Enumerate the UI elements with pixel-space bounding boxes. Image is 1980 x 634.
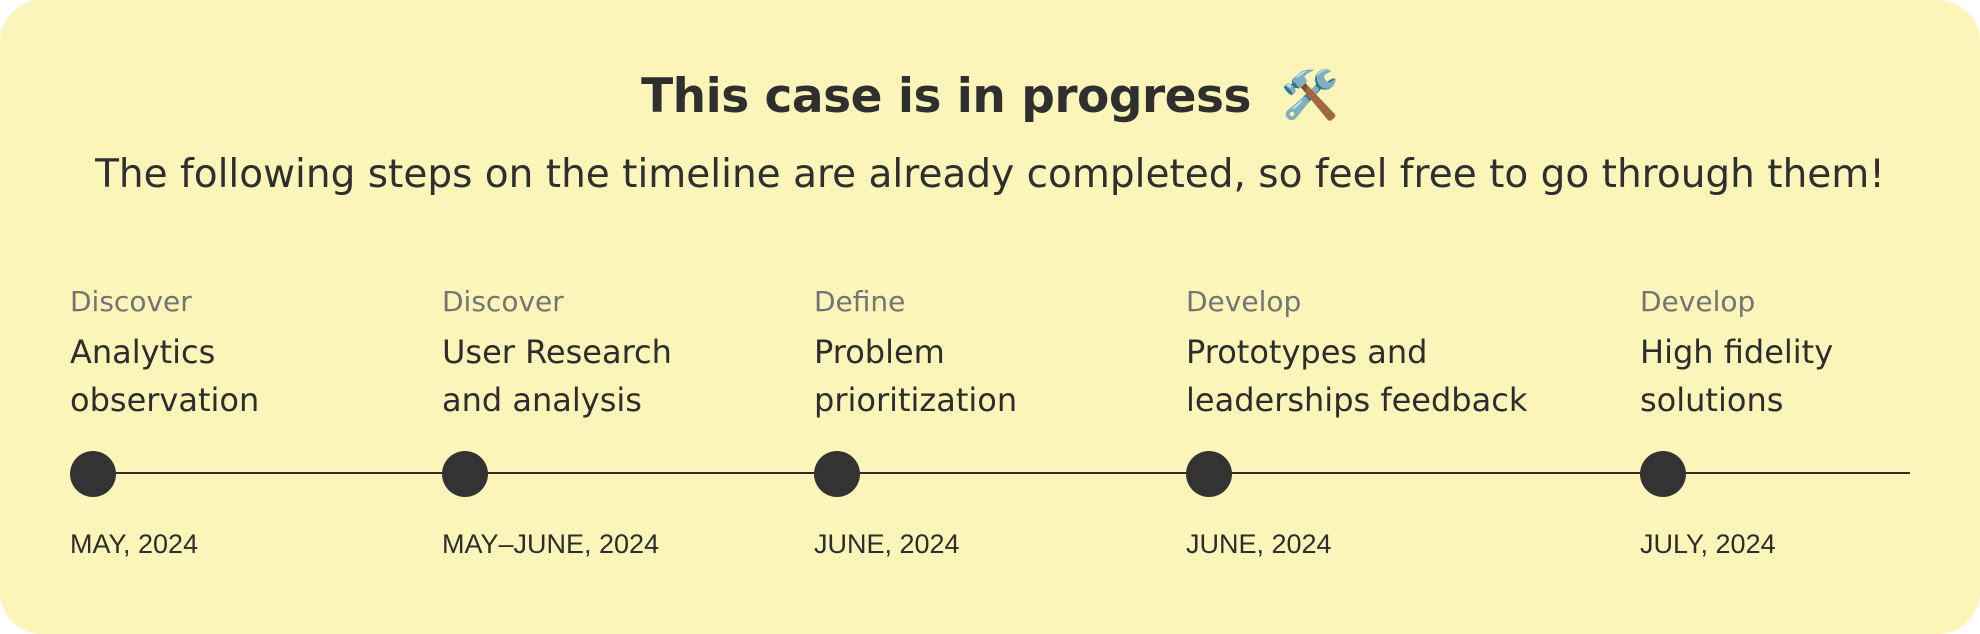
step-phase: Define xyxy=(814,285,906,318)
step-title-line: solutions xyxy=(1640,381,1784,419)
step-title: High fidelity solutions xyxy=(1640,328,1833,424)
step-date: JULY, 2024 xyxy=(1640,529,1776,559)
step-title: Prototypes and leaderships feedback xyxy=(1186,328,1527,424)
step-phase: Develop xyxy=(1186,285,1302,318)
timeline-step-analytics: Discover Analytics observation xyxy=(70,282,259,424)
step-phase: Develop xyxy=(1640,285,1756,318)
step-title-line: and analysis xyxy=(442,381,642,419)
timeline-line xyxy=(92,472,1910,474)
tools-icon: 🛠️ xyxy=(1280,68,1340,123)
step-title-line: Analytics xyxy=(70,333,216,371)
step-title-line: prioritization xyxy=(814,381,1018,419)
step-date: MAY, 2024 xyxy=(70,529,199,559)
step-title: Problem prioritization xyxy=(814,328,1017,424)
timeline-dot xyxy=(70,451,116,497)
step-title-line: observation xyxy=(70,381,260,419)
timeline-step-problem-prioritization: Define Problem prioritization xyxy=(814,282,1017,424)
step-title-line: leaderships feedback xyxy=(1186,381,1528,419)
page-title: This case is in progress 🛠️ xyxy=(0,62,1980,132)
timeline-dot xyxy=(1186,451,1232,497)
step-date: JUNE, 2024 xyxy=(814,529,960,559)
step-title: User Research and analysis xyxy=(442,328,672,424)
step-title-line: High fidelity xyxy=(1640,333,1834,371)
step-date: MAY–JUNE, 2024 xyxy=(442,529,660,559)
timeline-step-high-fidelity: Develop High fidelity solutions xyxy=(1640,282,1833,424)
timeline-step-user-research: Discover User Research and analysis xyxy=(442,282,672,424)
timeline-dot xyxy=(442,451,488,497)
timeline-dot xyxy=(814,451,860,497)
step-date: JUNE, 2024 xyxy=(1186,529,1332,559)
page-title-text: This case is in progress xyxy=(641,69,1251,124)
step-title-line: User Research xyxy=(442,333,672,371)
page-subtitle: The following steps on the timeline are … xyxy=(95,152,1885,197)
timeline-step-prototypes: Develop Prototypes and leaderships feedb… xyxy=(1186,282,1527,424)
step-phase: Discover xyxy=(442,285,564,318)
step-title-line: Prototypes and xyxy=(1186,333,1428,371)
timeline-dot xyxy=(1640,451,1686,497)
step-title: Analytics observation xyxy=(70,328,259,424)
step-phase: Discover xyxy=(70,285,192,318)
step-title-line: Problem xyxy=(814,333,945,371)
